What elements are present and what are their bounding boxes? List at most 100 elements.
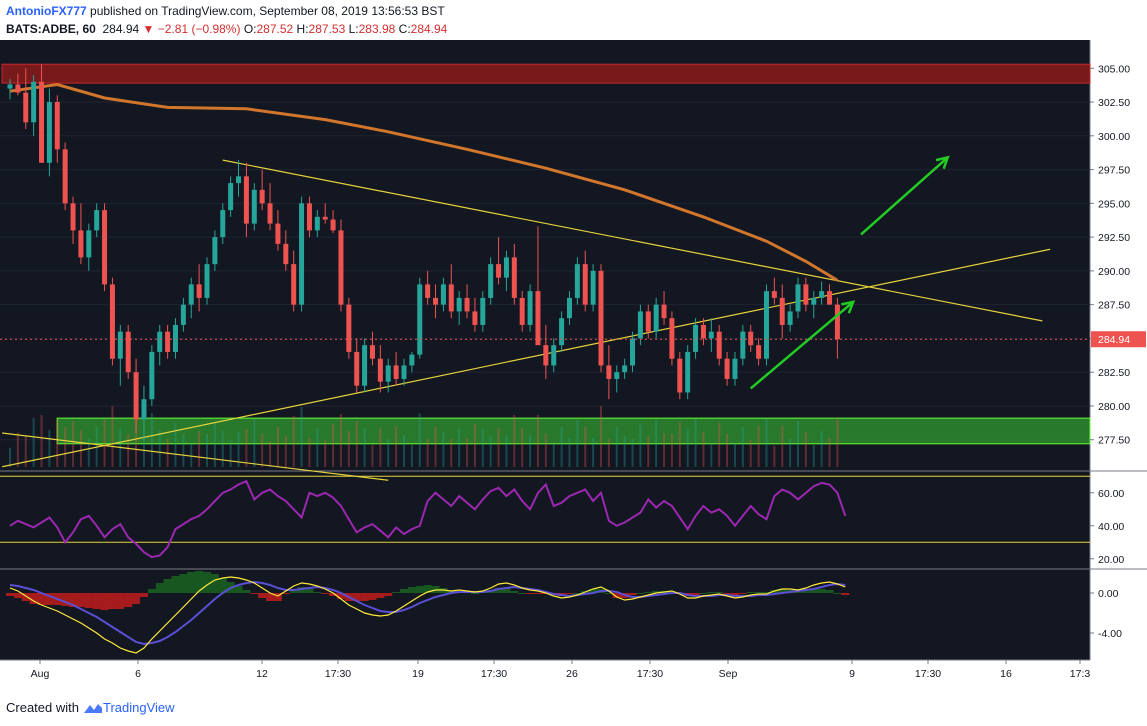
volume-bar [276, 427, 279, 467]
candle-body [196, 284, 202, 298]
macd-histogram-bar [250, 593, 259, 594]
price-tick-label: 292.50 [1098, 232, 1130, 244]
macd-histogram-bar [329, 593, 338, 596]
candle-body [819, 291, 825, 298]
tradingview-brand-link[interactable]: TradingView [83, 700, 175, 715]
volume-bar [16, 432, 19, 467]
macd-histogram-bar [470, 593, 479, 594]
volume-bar [395, 426, 398, 467]
volume-bar [32, 418, 35, 467]
macd-histogram-bar [762, 592, 771, 593]
macd-histogram-bar [155, 583, 164, 593]
candle-body [133, 372, 139, 420]
candle-body [15, 84, 21, 93]
time-tick-label: 17:30 [915, 668, 941, 680]
volume-bar [797, 421, 799, 467]
volume-bar [592, 438, 595, 467]
candle-body [511, 257, 517, 298]
volume-bar [733, 443, 736, 467]
volume-bar [639, 425, 642, 467]
macd-histogram-bar [841, 593, 850, 595]
macd-histogram-bar [754, 592, 763, 593]
volume-bar [269, 441, 272, 467]
low-value: 283.98 [358, 22, 396, 36]
candle-body [54, 102, 60, 150]
volume-bar [347, 431, 350, 467]
macd-histogram-bar [825, 590, 834, 593]
price-axis-background [1090, 40, 1147, 690]
volume-bar [190, 443, 193, 467]
publish-info: AntonioFX777 published on TradingView.co… [6, 4, 445, 18]
rsi-tick-label: 20.00 [1098, 554, 1124, 566]
macd-histogram-bar [518, 593, 527, 594]
candle-body [677, 358, 683, 393]
volume-bar [466, 438, 469, 467]
macd-histogram-bar [195, 571, 204, 593]
price-tick-label: 290.00 [1098, 266, 1130, 278]
macd-histogram-bar [321, 593, 330, 594]
time-tick-label: 6 [135, 668, 141, 680]
macd-histogram-bar [778, 589, 787, 593]
candle-body [251, 189, 257, 224]
volume-bar [403, 435, 405, 467]
candle-body [354, 351, 360, 386]
macd-histogram-bar [817, 589, 826, 593]
candle-body [62, 149, 68, 204]
symbol-label[interactable]: BATS:ADBE, 60 [6, 22, 96, 36]
macd-histogram-bar [494, 588, 503, 593]
macd-histogram-bar [738, 593, 747, 594]
volume-bar [678, 422, 681, 467]
chart-canvas[interactable]: 305.00 302.50 300.00 297.50 295.00 292.50 290.… [0, 40, 1147, 690]
volume-bar [410, 444, 413, 467]
macd-histogram-bar [92, 593, 101, 609]
macd-histogram-bar [533, 593, 542, 594]
macd-line [9, 576, 846, 654]
macd-histogram-bar [273, 593, 282, 601]
candle-body [834, 304, 840, 340]
lower-descending-trendline [2, 432, 389, 481]
candle-body [433, 297, 439, 305]
candle-body [220, 210, 226, 238]
candle-body [212, 237, 218, 265]
volume-bar [481, 429, 484, 467]
ascending-support-trendline [1, 248, 1051, 468]
volume-bar [836, 417, 839, 467]
candle-body [653, 304, 659, 332]
macd-histogram-bar [171, 576, 180, 593]
candle-body [369, 345, 375, 359]
volume-bar [702, 432, 705, 467]
candle-body [795, 284, 801, 312]
price-tick-label: 282.50 [1098, 367, 1130, 379]
volume-bar [418, 413, 421, 467]
macd-histogram-bar [510, 591, 519, 593]
candle-body [377, 358, 383, 382]
candle-body [480, 297, 486, 325]
volume-bar [339, 414, 342, 467]
candle-body [23, 92, 29, 123]
volume-bar [87, 439, 90, 467]
bullish-arrow-head [841, 300, 856, 314]
candle-body [440, 284, 446, 305]
candle-body [7, 84, 13, 89]
candle-body [188, 284, 194, 305]
volume-bar [458, 429, 461, 467]
volume-bar [765, 419, 768, 467]
macd-histogram-bar [203, 572, 211, 593]
volume-bar [253, 419, 256, 467]
author-link[interactable]: AntonioFX777 [6, 4, 87, 18]
macd-histogram-bar [242, 590, 251, 593]
volume-bar [560, 427, 563, 467]
macd-histogram-bar [132, 593, 141, 604]
volume-bar [741, 427, 744, 467]
candle-body [716, 331, 722, 359]
volume-bar [600, 406, 602, 467]
volume-bar [127, 434, 130, 467]
macd-histogram-bar [84, 593, 93, 608]
candle-body [102, 210, 108, 285]
volume-bar [804, 432, 807, 467]
volume-bar [584, 427, 587, 467]
price-tick-label: 302.50 [1098, 97, 1130, 109]
candle-body [779, 297, 785, 325]
volume-bar [544, 434, 547, 467]
price-tick-label: 300.00 [1098, 131, 1130, 143]
